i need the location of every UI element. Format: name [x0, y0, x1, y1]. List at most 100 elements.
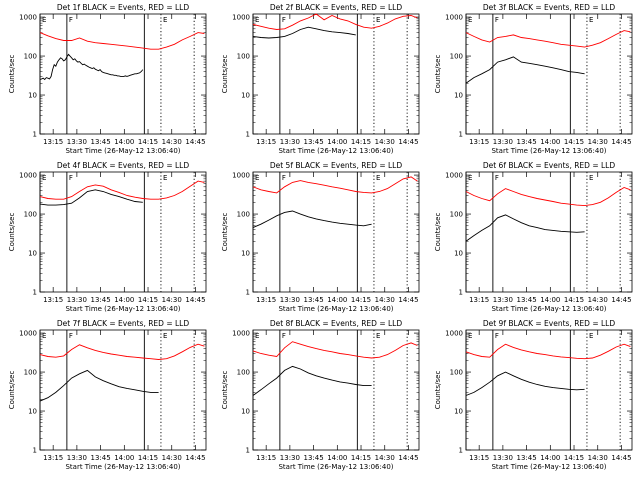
x-tick-label: 14:00 — [540, 454, 560, 462]
x-tick-label: 14:30 — [162, 296, 182, 304]
x-axis-label: Start Time (26-May-12 13:06:40) — [278, 305, 393, 313]
y-axis-label: Counts/sec — [8, 55, 16, 94]
panel-title: Det 2f BLACK = Events, RED = LLD — [270, 3, 403, 12]
y-tick-label: 1000 — [445, 14, 463, 22]
events-series-line — [39, 369, 159, 402]
marker-label: E — [589, 174, 593, 182]
plot-frame — [39, 171, 207, 293]
plot-frame — [39, 13, 207, 135]
x-tick-label: 14:30 — [375, 138, 395, 146]
x-tick-label: 13:45 — [517, 454, 537, 462]
lld-series-line — [252, 341, 418, 359]
y-tick-label: 100 — [237, 211, 250, 219]
x-tick-label: 13:45 — [304, 138, 324, 146]
y-tick-label: 10 — [241, 92, 250, 100]
panel-2: Det 2f BLACK = Events, RED = LLD 1 10 100 10… — [221, 3, 420, 155]
x-tick-label: 13:45 — [91, 454, 111, 462]
marker-label: E — [42, 174, 46, 182]
x-tick-label: 14:00 — [114, 138, 134, 146]
x-tick-label: 13:45 — [517, 296, 537, 304]
lld-series-line — [252, 176, 418, 194]
x-tick-label: 13:45 — [517, 138, 537, 146]
x-tick-label: 14:15 — [564, 296, 584, 304]
x-tick-label: 13:15 — [469, 454, 489, 462]
panel-4: Det 4f BLACK = Events, RED = LLD 1 10 100 10… — [8, 161, 207, 313]
x-tick-label: 13:45 — [304, 296, 324, 304]
x-tick-label: 14:00 — [114, 296, 134, 304]
y-tick-label: 1 — [459, 447, 463, 455]
y-tick-label: 10 — [28, 408, 37, 416]
marker-label: E — [255, 16, 259, 24]
y-tick-label: 10 — [241, 408, 250, 416]
x-tick-label: 13:30 — [67, 138, 87, 146]
x-tick-label: 13:15 — [256, 454, 276, 462]
y-tick-label: 10 — [454, 250, 463, 258]
y-tick-label: 1 — [246, 447, 250, 455]
x-tick-label: 13:15 — [43, 138, 63, 146]
y-tick-label: 1000 — [445, 172, 463, 180]
x-tick-label: 14:30 — [588, 296, 608, 304]
y-axis-label: Counts/sec — [221, 213, 229, 252]
marker-label: F — [282, 16, 286, 24]
panel-title: Det 5f BLACK = Events, RED = LLD — [270, 161, 403, 170]
y-tick-label: 100 — [237, 53, 250, 61]
marker-label: F — [495, 174, 499, 182]
x-tick-label: 13:15 — [256, 138, 276, 146]
events-series-line — [39, 53, 144, 81]
marker-label: E — [42, 16, 46, 24]
x-tick-label: 14:15 — [138, 296, 158, 304]
y-tick-label: 100 — [24, 211, 37, 219]
x-tick-label: 14:15 — [564, 454, 584, 462]
y-axis-label: Counts/sec — [8, 371, 16, 410]
plot-frame — [252, 329, 420, 451]
x-tick-label: 14:30 — [588, 454, 608, 462]
x-tick-label: 13:45 — [91, 138, 111, 146]
x-tick-label: 14:15 — [351, 454, 371, 462]
panel-5: Det 5f BLACK = Events, RED = LLD 1 10 100 10… — [221, 161, 420, 313]
x-tick-label: 14:15 — [351, 296, 371, 304]
x-tick-label: 14:00 — [114, 454, 134, 462]
x-tick-label: 14:15 — [138, 454, 158, 462]
x-tick-label: 14:00 — [327, 296, 347, 304]
x-tick-label: 14:45 — [398, 296, 418, 304]
x-tick-label: 14:45 — [185, 454, 205, 462]
x-tick-label: 13:30 — [67, 296, 87, 304]
panel-title: Det 6f BLACK = Events, RED = LLD — [483, 161, 616, 170]
y-tick-label: 100 — [237, 369, 250, 377]
x-axis-label: Start Time (26-May-12 13:06:40) — [65, 463, 180, 471]
x-tick-label: 14:45 — [398, 138, 418, 146]
lld-series-line — [39, 343, 205, 360]
y-tick-label: 1 — [459, 131, 463, 139]
marker-label: E — [163, 332, 167, 340]
plot-frame — [465, 329, 633, 451]
marker-label: F — [282, 174, 286, 182]
y-axis-label: Counts/sec — [434, 371, 442, 410]
panel-3: Det 3f BLACK = Events, RED = LLD 1 10 100 10… — [434, 3, 633, 155]
x-axis-label: Start Time (26-May-12 13:06:40) — [65, 305, 180, 313]
lld-series-line — [252, 13, 418, 30]
y-tick-label: 10 — [454, 408, 463, 416]
y-tick-label: 1 — [459, 289, 463, 297]
y-tick-label: 10 — [28, 250, 37, 258]
marker-label: E — [468, 174, 472, 182]
x-tick-label: 13:15 — [469, 296, 489, 304]
marker-label: F — [69, 16, 73, 24]
marker-label: E — [589, 16, 593, 24]
x-tick-label: 13:45 — [304, 454, 324, 462]
events-series-line — [252, 210, 372, 229]
x-tick-label: 14:30 — [162, 138, 182, 146]
events-series-line — [465, 371, 585, 396]
x-tick-label: 14:45 — [185, 296, 205, 304]
y-axis-label: Counts/sec — [434, 55, 442, 94]
x-axis-label: Start Time (26-May-12 13:06:40) — [278, 463, 393, 471]
x-axis-label: Start Time (26-May-12 13:06:40) — [491, 147, 606, 155]
lld-series-line — [39, 180, 205, 200]
x-tick-label: 13:15 — [43, 454, 63, 462]
plot-frame — [252, 171, 420, 293]
x-tick-label: 14:00 — [327, 138, 347, 146]
marker-label: E — [42, 332, 46, 340]
x-tick-label: 14:30 — [162, 454, 182, 462]
y-tick-label: 10 — [454, 92, 463, 100]
events-series-line — [252, 26, 356, 39]
panel-8: Det 8f BLACK = Events, RED = LLD 1 10 100 10… — [221, 319, 420, 471]
